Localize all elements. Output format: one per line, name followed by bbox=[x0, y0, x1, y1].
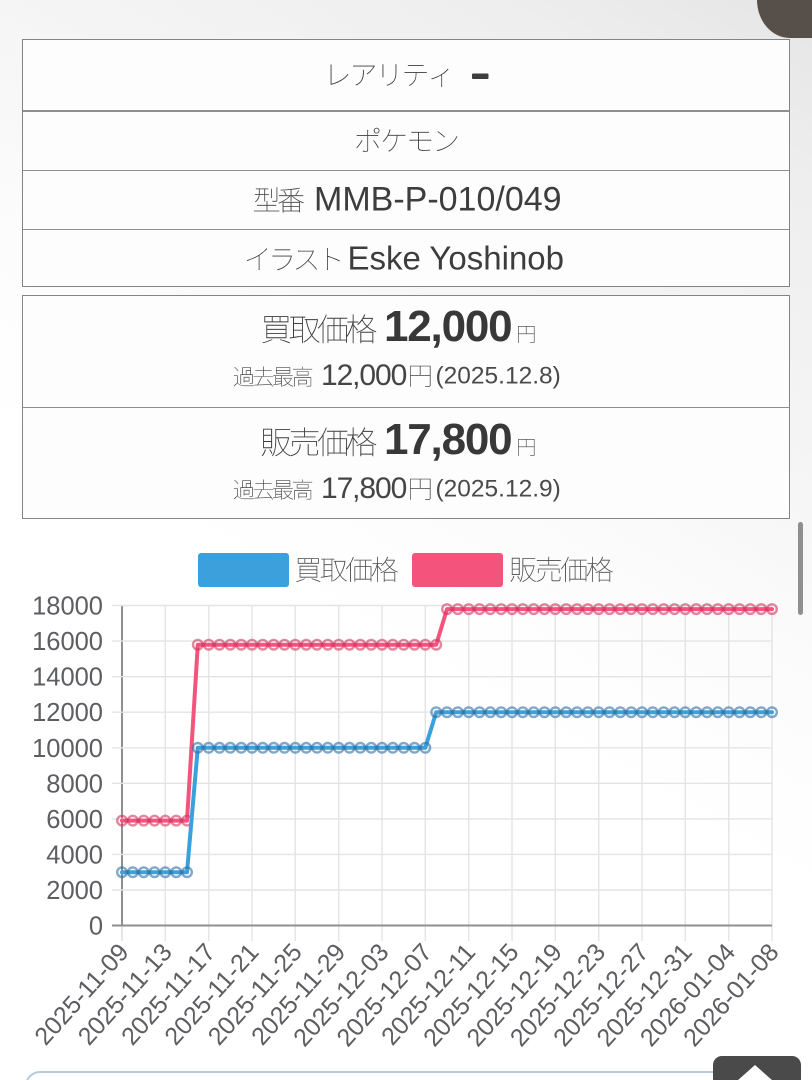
svg-text:6000: 6000 bbox=[46, 806, 103, 834]
svg-text:17,800: 17,800 bbox=[384, 415, 511, 464]
svg-text:2000: 2000 bbox=[46, 877, 103, 905]
svg-text:4000: 4000 bbox=[46, 841, 103, 869]
svg-text:16000: 16000 bbox=[32, 628, 103, 656]
svg-text:12000: 12000 bbox=[32, 699, 103, 727]
svg-text:(2025.12.8): (2025.12.8) bbox=[436, 363, 561, 390]
svg-text:17,800: 17,800 bbox=[321, 472, 407, 505]
svg-text:12,000: 12,000 bbox=[384, 302, 511, 351]
svg-text:8000: 8000 bbox=[46, 770, 103, 798]
svg-text:MMB-P-010/049: MMB-P-010/049 bbox=[314, 181, 562, 219]
svg-text:14000: 14000 bbox=[32, 664, 103, 692]
svg-text:18000: 18000 bbox=[32, 593, 103, 621]
svg-text:10000: 10000 bbox=[32, 735, 103, 763]
svg-text:Eske Yoshinob: Eske Yoshinob bbox=[348, 240, 565, 277]
svg-text:(2025.12.9): (2025.12.9) bbox=[436, 476, 561, 503]
svg-text:0: 0 bbox=[89, 913, 103, 941]
svg-text:12,000: 12,000 bbox=[321, 359, 407, 392]
